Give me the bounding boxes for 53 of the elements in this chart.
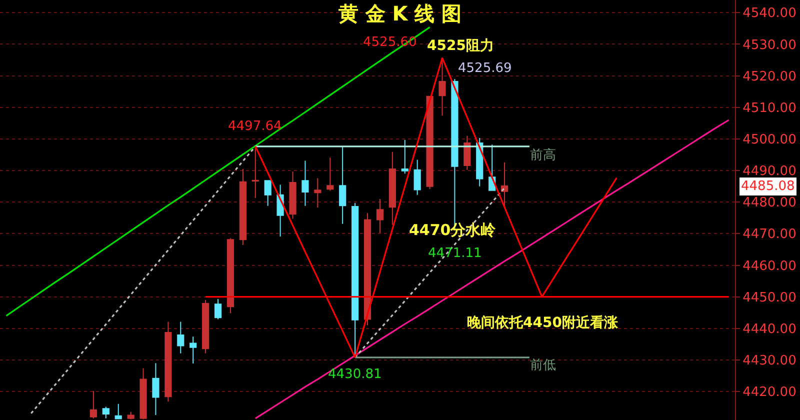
annotation: 前高: [530, 147, 556, 163]
y-tick-label: 4450.00: [742, 290, 796, 306]
candlestick: [302, 160, 309, 206]
y-tick-label: 4530.00: [742, 38, 796, 53]
annotation: 4525.69: [458, 61, 512, 76]
text: 4485.08: [741, 179, 795, 194]
y-tick-label: 4540.00: [742, 6, 796, 22]
candlestick: [401, 139, 408, 174]
candlestick: [90, 390, 97, 419]
y-tick-label: 4490.00: [742, 164, 796, 180]
candlestick: [252, 146, 259, 198]
annotation: 4470分水岭: [409, 221, 497, 239]
annotation: 4430.81: [328, 367, 382, 382]
candlestick: [114, 403, 122, 420]
candlestick: [364, 212, 372, 326]
candlestick: [314, 178, 322, 208]
candlestick: [164, 321, 172, 402]
candlestick: [264, 180, 272, 206]
candlestick: [102, 406, 110, 419]
candlestick: [464, 135, 471, 170]
candlestick: [226, 238, 234, 314]
annotation: 前低: [530, 358, 556, 373]
y-tick-label: 4430.00: [742, 354, 796, 369]
candlestick: [140, 368, 147, 420]
y-tick-label: 4460.00: [742, 258, 796, 274]
annotation: 晚间依托4450附近看涨: [467, 314, 619, 331]
candlestick: [177, 321, 184, 354]
y-tick-label: 4510.00: [742, 100, 796, 116]
y-tick-label: 4440.00: [742, 322, 796, 337]
y-tick-label: 4500.00: [742, 132, 796, 148]
candlestick: [214, 298, 222, 320]
candlestick: [239, 168, 246, 246]
candlestick: [190, 336, 197, 364]
candlestick: [414, 159, 421, 196]
annotation: 4525阻力: [427, 38, 494, 54]
y-tick-label: 4420.00: [742, 385, 796, 400]
annotation: 4497.64: [228, 119, 282, 134]
candlestick: [351, 202, 359, 358]
candlestick: [388, 151, 396, 226]
candlestick: [376, 198, 384, 234]
y-tick-label: 4480.00: [742, 196, 796, 211]
candlestick: [426, 96, 434, 190]
candlestick: [127, 411, 134, 420]
candlestick: [152, 362, 160, 416]
candlestick: [339, 146, 346, 224]
y-tick-label: 4470.00: [742, 227, 796, 242]
line-series: [30, 146, 256, 414]
y-tick-label: 4520.00: [742, 69, 796, 84]
candlestick: [202, 300, 210, 354]
candlestick: [326, 157, 334, 192]
candlestick: [289, 170, 296, 220]
chart-title: 黄 金 K 线 图: [337, 1, 462, 26]
annotation: 4471.11: [428, 246, 482, 261]
